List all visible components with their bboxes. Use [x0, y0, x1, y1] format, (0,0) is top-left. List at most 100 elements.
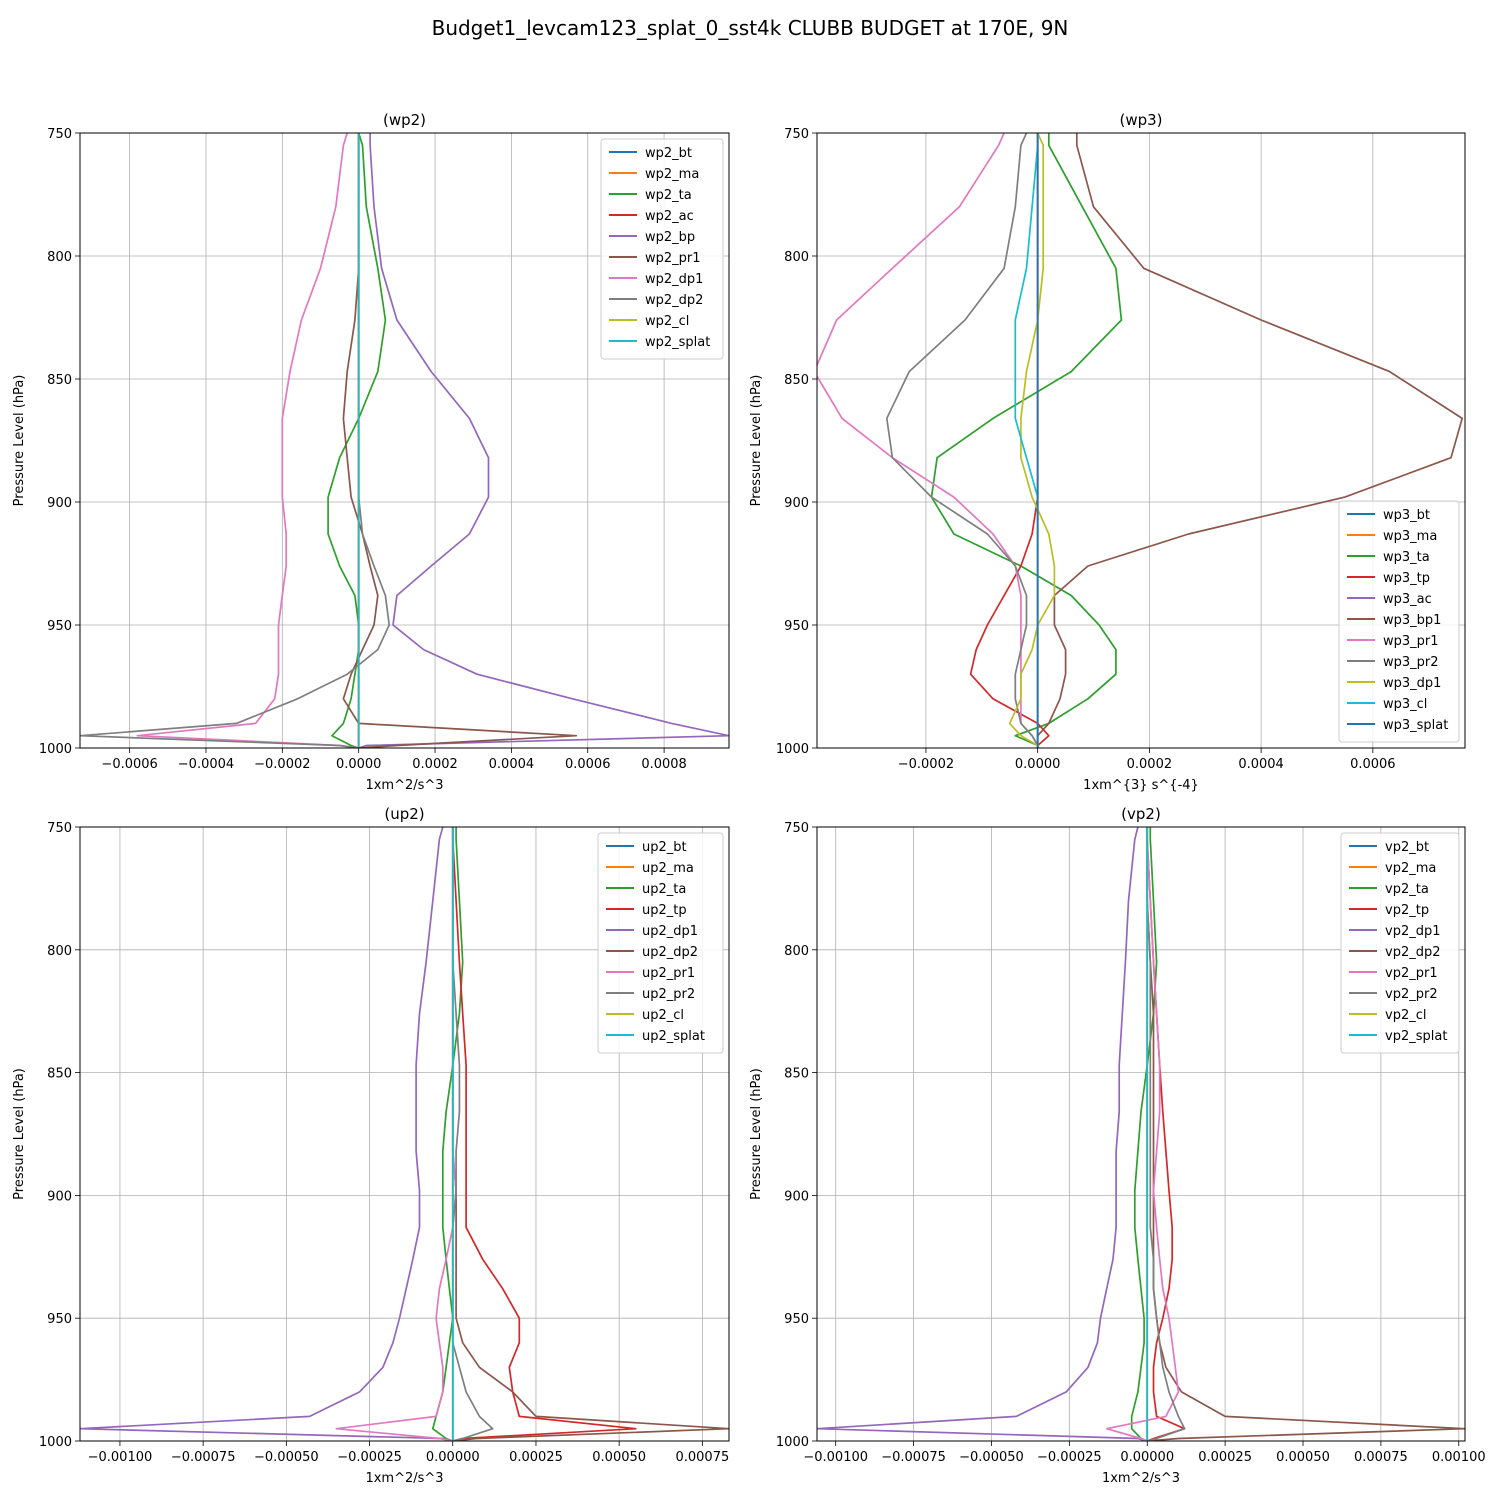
legend-label: vp2_dp1 — [1385, 924, 1441, 939]
x-tick-label: 0.00100 — [1432, 1450, 1486, 1465]
x-axis-label: 1xm^2/s^3 — [365, 1471, 443, 1486]
y-tick-label: 900 — [47, 1189, 72, 1204]
y-tick-label: 1000 — [776, 742, 809, 757]
legend-label: up2_dp2 — [642, 945, 698, 960]
legend-label: wp2_bp — [645, 230, 695, 245]
series-line-wp3_dp1 — [1008, 133, 1056, 748]
legend: wp2_bt wp2_ma wp2_ta wp2_ac wp2_bp wp2_pr1 wp2… — [600, 138, 724, 360]
y-tick-label: 950 — [47, 1312, 72, 1327]
x-tick-label: 0.0002 — [412, 757, 458, 772]
x-tick-label: 0.0006 — [1350, 757, 1396, 772]
legend-label: vp2_splat — [1385, 1029, 1447, 1044]
legend-label: vp2_pr2 — [1385, 987, 1438, 1002]
y-tick-label: 800 — [784, 250, 809, 265]
plot-area — [817, 133, 1464, 748]
panel-title: (wp2) — [383, 111, 426, 129]
legend-label: vp2_ta — [1385, 882, 1429, 897]
legend-label: wp3_splat — [1383, 718, 1448, 733]
legend-label: vp2_dp2 — [1385, 945, 1441, 960]
x-tick-label: −0.00100 — [88, 1450, 153, 1465]
x-tick-label: 0.0006 — [565, 757, 611, 772]
series-line-up2_pr2 — [451, 827, 494, 1441]
x-tick-label: −0.0002 — [254, 757, 310, 772]
series-line-wp3_bp1 — [1036, 133, 1464, 748]
legend-label: wp3_ma — [1383, 529, 1437, 544]
legend-label: wp2_dp1 — [645, 272, 703, 287]
series-line-wp2_pr1 — [342, 133, 578, 748]
series-line-up2_tp — [451, 827, 637, 1441]
y-tick-label: 900 — [784, 1189, 809, 1204]
x-tick-label: 0.0004 — [489, 757, 535, 772]
y-tick-label: 850 — [784, 373, 809, 388]
legend-label: wp3_ta — [1383, 550, 1430, 565]
legend-label: up2_cl — [642, 1008, 684, 1023]
legend-label: wp3_tp — [1383, 571, 1430, 586]
chart-panel-4: −0.00100 −0.00075 −0.00050 −0.00025 0.00000 0… — [749, 805, 1486, 1486]
x-tick-label: 0.00050 — [1276, 1450, 1330, 1465]
x-tick-label: 0.0000 — [336, 757, 382, 772]
y-tick-label: 950 — [784, 1312, 809, 1327]
y-tick-label: 750 — [784, 821, 809, 836]
x-axis-label: 1xm^2/s^3 — [1102, 1471, 1180, 1486]
x-tick-label: −0.00100 — [803, 1450, 868, 1465]
legend-label: wp2_pr1 — [645, 251, 701, 266]
panel-title: (up2) — [384, 805, 424, 823]
y-axis-label: Pressure Level (hPa) — [749, 375, 764, 507]
x-tick-label: 0.00075 — [675, 1450, 729, 1465]
series-line-wp2_dp2 — [80, 133, 391, 748]
y-tick-label: 800 — [47, 250, 72, 265]
legend-label: wp2_splat — [645, 335, 710, 350]
series-line-wp2_dp1 — [136, 133, 359, 748]
series-line-up2_dp1 — [80, 827, 454, 1441]
legend-label: wp3_bt — [1383, 508, 1430, 523]
x-axis-label: 1xm^{3} s^{-4} — [1083, 778, 1199, 793]
legend-label: wp2_ta — [645, 188, 692, 203]
plot-area — [817, 827, 1465, 1441]
chart-panel-1: −0.0006 −0.0004 −0.0002 0.0000 0.0002 0.0004 0… — [12, 111, 730, 793]
y-tick-label: 800 — [47, 944, 72, 959]
x-tick-label: −0.0002 — [898, 757, 954, 772]
legend-label: wp2_dp2 — [645, 293, 703, 308]
legend: up2_bt up2_ma up2_ta up2_tp up2_dp1 up2_dp2up… — [597, 832, 724, 1054]
axes-frame — [816, 132, 1466, 749]
panel-title: (vp2) — [1121, 805, 1161, 823]
x-tick-label: 0.00000 — [1120, 1450, 1174, 1465]
x-tick-label: −0.00050 — [254, 1450, 319, 1465]
y-tick-label: 800 — [784, 944, 809, 959]
chart-panel-2: −0.0002 0.0000 0.0002 0.0004 0.0006 750 800 850… — [749, 111, 1466, 793]
legend-label: up2_pr1 — [642, 966, 695, 981]
plot-area — [80, 133, 729, 748]
axes-frame — [816, 826, 1466, 1442]
legend-label: wp3_pr1 — [1383, 634, 1439, 649]
y-axis-label: Pressure Level (hPa) — [12, 375, 27, 507]
series-line-wp3_ta — [930, 133, 1123, 748]
legend-label: up2_pr2 — [642, 987, 695, 1002]
legend-label: wp2_bt — [645, 146, 692, 161]
axes-frame — [79, 132, 730, 749]
legend-label: vp2_pr1 — [1385, 966, 1438, 981]
y-tick-label: 750 — [47, 821, 72, 836]
x-tick-label: −0.00050 — [959, 1450, 1024, 1465]
plot-area — [80, 827, 729, 1441]
legend-label: wp2_ac — [645, 209, 694, 224]
legend-label: up2_ma — [642, 861, 694, 876]
legend-label: up2_splat — [642, 1029, 705, 1044]
legend: wp3_bt wp3_ma wp3_ta wp3_tp wp3_ac wp3_bp1 wp3… — [1338, 500, 1460, 743]
x-tick-label: 0.00000 — [426, 1450, 480, 1465]
y-tick-label: 750 — [47, 127, 72, 142]
y-tick-label: 950 — [784, 619, 809, 634]
legend-label: wp2_cl — [645, 314, 689, 329]
axes-frame — [79, 826, 730, 1442]
series-line-vp2_pr2 — [1146, 827, 1186, 1441]
x-tick-label: −0.00075 — [171, 1450, 236, 1465]
legend-label: wp3_cl — [1383, 697, 1427, 712]
series-line-vp2_dp1 — [817, 827, 1148, 1441]
y-tick-label: 850 — [47, 1067, 72, 1082]
x-tick-label: 0.0004 — [1238, 757, 1284, 772]
series-line-vp2_pr1 — [1105, 827, 1180, 1441]
x-tick-label: −0.0004 — [178, 757, 234, 772]
legend-label: wp3_dp1 — [1383, 676, 1441, 691]
panel-title: (wp3) — [1119, 111, 1162, 129]
series-line-wp3_pr1 — [817, 133, 1039, 748]
